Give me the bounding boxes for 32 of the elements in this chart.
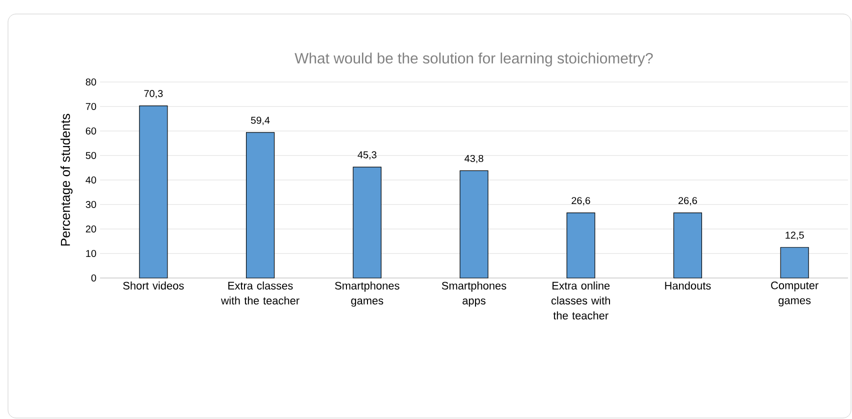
bar: [460, 170, 488, 278]
chart-title: What would be the solution for learning stoichiometry?: [294, 52, 653, 66]
x-tick-label: Short videos: [123, 282, 184, 290]
data-label: 59,4: [251, 116, 270, 125]
bar: [246, 132, 275, 278]
x-tick-label: Smartphones apps: [442, 282, 506, 307]
bar: [352, 166, 382, 278]
bar: [139, 105, 168, 278]
x-tick-label: Extra classes with the teacher: [220, 282, 300, 305]
x-tick-label: Smartphones games: [335, 282, 400, 307]
x-tick-label: Computer games: [771, 282, 818, 306]
y-tick-label: 70: [86, 102, 96, 110]
x-tick-label: Extra online classes with the teacher: [551, 282, 610, 320]
data-label: 70,3: [144, 90, 163, 98]
y-tick-label: 60: [86, 127, 96, 135]
y-tick-label: 20: [86, 225, 96, 233]
data-label: 26,6: [678, 197, 697, 206]
data-label: 43,8: [464, 154, 484, 164]
y-tick-label: 80: [86, 78, 96, 86]
data-label: 12,5: [786, 232, 804, 240]
y-axis-title: Percentage of students: [60, 114, 73, 246]
bar: [673, 212, 702, 278]
y-tick-label: 0: [91, 274, 96, 282]
y-tick-label: 40: [86, 176, 96, 184]
data-label: 26,6: [572, 197, 590, 206]
bar: [566, 212, 596, 278]
data-label: 45,3: [358, 151, 376, 160]
x-tick-label: Handouts: [665, 282, 711, 290]
y-tick-label: 10: [86, 250, 96, 258]
bar: [780, 247, 809, 278]
y-tick-label: 50: [86, 152, 96, 160]
y-tick-label: 30: [86, 200, 96, 208]
